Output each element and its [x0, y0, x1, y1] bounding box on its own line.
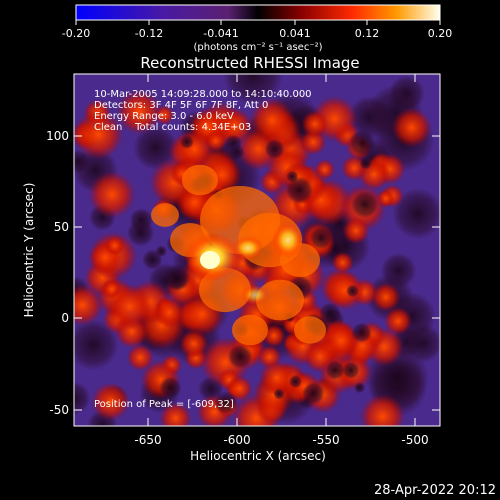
x-tick-label: -600: [223, 433, 250, 447]
info-energy-range: Energy Range: 3.0 - 6.0 keV: [94, 111, 234, 122]
x-axis-label: Heliocentric X (arcsec): [190, 449, 326, 463]
colorbar-frame: [75, 4, 441, 21]
y-tick-label: 50: [54, 220, 69, 234]
peak-position-label: Position of Peak = [-609,32]: [94, 399, 234, 410]
rhessi-image: [74, 74, 440, 426]
y-axis-label: Heliocentric Y (arcsec): [22, 183, 36, 318]
y-tick-label: 0: [61, 311, 69, 325]
plot-frame: [73, 73, 441, 427]
plot-title: Reconstructed RHESSI Image: [140, 54, 359, 72]
colorbar-tick-label: 0.041: [279, 27, 311, 40]
y-tick-label: -50: [49, 403, 69, 417]
y-tick-label: 100: [46, 129, 69, 143]
info-clean-counts: Clean Total counts: 4.34E+03: [94, 122, 251, 133]
x-tick-label: -550: [312, 433, 339, 447]
axis-ticks: [74, 74, 440, 426]
info-block: 10-Mar-2005 14:09:28.000 to 14:10:40.000…: [94, 89, 312, 133]
colorbar-ticks: [75, 20, 441, 25]
colorbar-gradient: [76, 5, 440, 20]
colorbar-tick-label: -0.20: [62, 27, 90, 40]
colorbar-tick-label: -0.041: [203, 27, 238, 40]
colorbar-tick-label: 0.12: [355, 27, 380, 40]
footer-date: 28-Apr-2022 20:12: [374, 483, 496, 498]
info-time-range: 10-Mar-2005 14:09:28.000 to 14:10:40.000: [94, 89, 312, 100]
x-tick-label: -650: [134, 433, 161, 447]
colorbar-tick-label: -0.12: [135, 27, 163, 40]
info-detectors: Detectors: 3F 4F 5F 6F 7F 8F, Att 0: [94, 100, 268, 111]
colorbar-tick-label: 0.20: [428, 27, 453, 40]
x-tick-label: -500: [401, 433, 428, 447]
colorbar-units: (photons cm⁻² s⁻¹ asec⁻²): [193, 42, 322, 53]
colorbar: -0.20 -0.12 -0.041 0.041 0.12 0.20 (phot…: [62, 4, 453, 53]
